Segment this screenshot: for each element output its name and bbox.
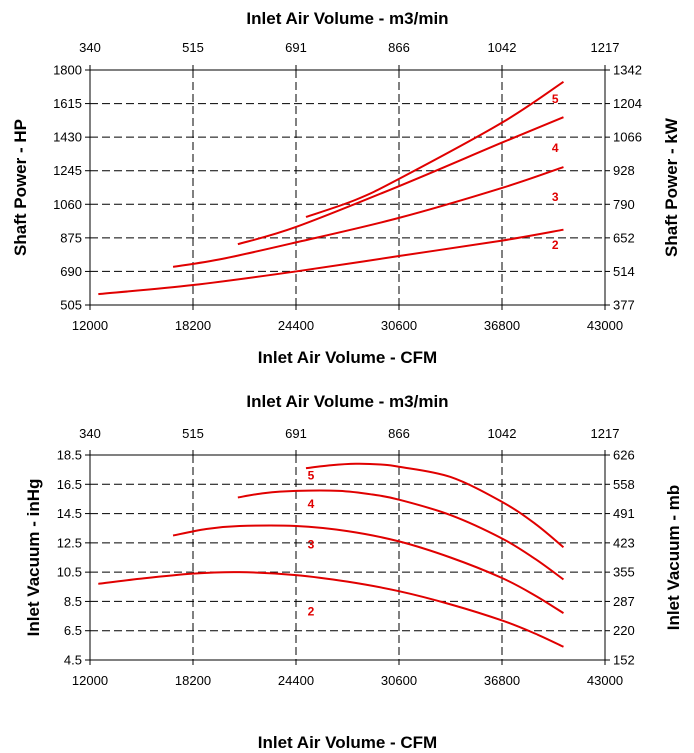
x2-tick-label: 691	[285, 40, 307, 55]
x2-tick-label: 691	[285, 426, 307, 441]
y2-tick-label: 1204	[613, 96, 642, 111]
x2-tick-label: 1042	[488, 426, 517, 441]
x2-tick-label: 866	[388, 426, 410, 441]
y-tick-label: 1615	[53, 96, 82, 111]
curve-label: 3	[552, 190, 559, 204]
y-tick-label: 1060	[53, 197, 82, 212]
y-tick-label: 16.5	[57, 477, 82, 492]
y-tick-label: 10.5	[57, 565, 82, 580]
y2-tick-label: 423	[613, 535, 635, 550]
y2-axis-title: Inlet Vacuum - mb	[664, 485, 683, 630]
y-tick-label: 18.5	[57, 448, 82, 463]
x2-axis-title: Inlet Air Volume - m3/min	[246, 392, 448, 411]
y2-tick-label: 355	[613, 565, 635, 580]
curve-label: 3	[308, 537, 315, 551]
series-line-4	[237, 116, 564, 246]
x-tick-label: 36800	[484, 673, 520, 688]
y-tick-label: 4.5	[64, 653, 82, 668]
x2-tick-label: 515	[182, 426, 204, 441]
x2-tick-label: 1217	[591, 40, 620, 55]
y2-tick-label: 152	[613, 653, 635, 668]
x-tick-label: 18200	[175, 673, 211, 688]
x-tick-label: 43000	[587, 318, 623, 333]
y2-tick-label: 491	[613, 506, 635, 521]
x-axis-title: Inlet Air Volume - CFM	[258, 733, 437, 752]
curve-label: 2	[308, 605, 315, 619]
y-tick-label: 14.5	[57, 506, 82, 521]
y2-tick-label: 652	[613, 230, 635, 245]
x2-tick-label: 1042	[488, 40, 517, 55]
y2-tick-label: 1066	[613, 130, 642, 145]
plot-frame	[89, 454, 606, 661]
y2-tick-label: 626	[613, 448, 635, 463]
x-tick-label: 12000	[72, 318, 108, 333]
y2-tick-label: 790	[613, 197, 635, 212]
y-tick-label: 1800	[53, 63, 82, 78]
series-line-5	[305, 462, 565, 549]
x2-tick-label: 1217	[591, 426, 620, 441]
curve-label: 5	[552, 92, 559, 106]
series-line-3	[172, 524, 564, 614]
x-tick-label: 30600	[381, 673, 417, 688]
y-tick-label: 875	[60, 230, 82, 245]
x-axis-title: Inlet Air Volume - CFM	[258, 348, 437, 367]
series-line-2	[98, 228, 564, 296]
x-tick-label: 18200	[175, 318, 211, 333]
y-axis-title: Inlet Vacuum - inHg	[24, 479, 43, 637]
y2-tick-label: 287	[613, 594, 635, 609]
x-tick-label: 24400	[278, 673, 314, 688]
y-tick-label: 505	[60, 298, 82, 313]
y2-tick-label: 1342	[613, 63, 642, 78]
y2-tick-label: 928	[613, 163, 635, 178]
series-line-2	[98, 571, 564, 648]
x-tick-label: 43000	[587, 673, 623, 688]
x2-tick-label: 866	[388, 40, 410, 55]
curve-label: 5	[308, 469, 315, 483]
x-tick-label: 30600	[381, 318, 417, 333]
curve-label: 4	[308, 497, 315, 511]
y-tick-label: 12.5	[57, 535, 82, 550]
y2-axis-title: Shaft Power - kW	[662, 117, 681, 257]
x2-axis-title: Inlet Air Volume - m3/min	[246, 9, 448, 28]
x2-tick-label: 515	[182, 40, 204, 55]
shaft-power-chart: 12000 18200 24400 30600 36800 43000 340 515 691 8…	[11, 9, 681, 367]
curve-label: 2	[552, 238, 559, 252]
series-line-5	[305, 80, 565, 218]
y-axis-title: Shaft Power - HP	[11, 119, 30, 256]
x-tick-label: 24400	[278, 318, 314, 333]
y2-tick-label: 220	[613, 623, 635, 638]
plot-frame	[89, 69, 606, 306]
inlet-vacuum-chart: 12000 18200 24400 30600 36800 43000 340 515 691 8…	[24, 392, 683, 752]
x2-tick-label: 340	[79, 40, 101, 55]
series-line-3	[172, 166, 564, 268]
x2-tick-label: 340	[79, 426, 101, 441]
y-tick-label: 6.5	[64, 623, 82, 638]
x-tick-label: 12000	[72, 673, 108, 688]
y-tick-label: 690	[60, 264, 82, 279]
y-tick-label: 8.5	[64, 594, 82, 609]
series-line-4	[237, 489, 565, 581]
y2-tick-label: 514	[613, 264, 635, 279]
y-tick-label: 1430	[53, 130, 82, 145]
curve-label: 4	[552, 141, 559, 155]
x-tick-label: 36800	[484, 318, 520, 333]
y2-tick-label: 377	[613, 298, 635, 313]
y2-tick-label: 558	[613, 477, 635, 492]
y-tick-label: 1245	[53, 163, 82, 178]
